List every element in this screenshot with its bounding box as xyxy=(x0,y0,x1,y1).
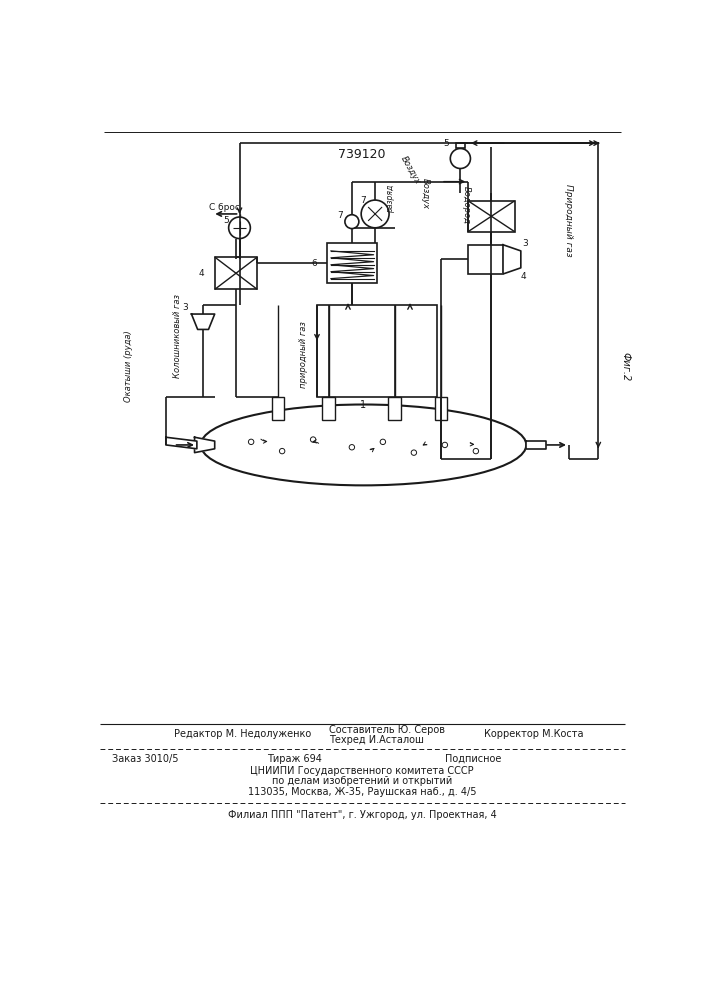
Bar xyxy=(215,257,257,289)
Bar xyxy=(435,397,448,420)
Circle shape xyxy=(380,439,385,445)
Text: Природный газ: Природный газ xyxy=(564,184,573,256)
Text: 3: 3 xyxy=(182,303,187,312)
Text: Заказ 3010/5: Заказ 3010/5 xyxy=(112,754,178,764)
Text: Окатыши (руда): Окатыши (руда) xyxy=(124,331,133,402)
Text: Воздух: Воздух xyxy=(421,178,430,209)
Text: Фиг.2: Фиг.2 xyxy=(621,352,631,381)
Text: Корректор М.Коста: Корректор М.Коста xyxy=(484,729,583,739)
Text: Водород: Водород xyxy=(462,186,471,224)
Polygon shape xyxy=(503,245,521,274)
Text: С брос: С брос xyxy=(209,203,240,212)
Circle shape xyxy=(228,217,250,239)
Bar xyxy=(317,305,437,397)
Text: 7: 7 xyxy=(337,211,343,220)
Text: по делам изобретений и открытий: по делам изобретений и открытий xyxy=(271,776,452,786)
Polygon shape xyxy=(166,437,197,449)
Text: 5: 5 xyxy=(223,216,228,225)
Polygon shape xyxy=(194,437,215,453)
Circle shape xyxy=(361,200,389,228)
Text: Колошниковый газ: Колошниковый газ xyxy=(173,294,182,378)
Circle shape xyxy=(473,448,479,454)
Text: Воздух: Воздух xyxy=(398,154,421,186)
Bar xyxy=(388,397,401,420)
Polygon shape xyxy=(526,441,546,449)
Bar xyxy=(327,243,378,283)
Circle shape xyxy=(345,215,359,229)
Text: 739120: 739120 xyxy=(338,148,386,161)
Circle shape xyxy=(442,442,448,448)
Text: Филиал ППП "Патент", г. Ужгород, ул. Проектная, 4: Филиал ППП "Патент", г. Ужгород, ул. Про… xyxy=(228,810,496,820)
Text: 7: 7 xyxy=(360,196,366,205)
Text: 4: 4 xyxy=(521,272,527,281)
Bar xyxy=(468,245,503,274)
Ellipse shape xyxy=(201,405,526,485)
Text: 3: 3 xyxy=(522,239,528,248)
Bar xyxy=(456,143,465,148)
Text: 4: 4 xyxy=(199,269,204,278)
Text: Подписное: Подписное xyxy=(445,754,501,764)
Circle shape xyxy=(279,448,285,454)
Circle shape xyxy=(310,437,316,442)
Text: 6: 6 xyxy=(311,259,317,268)
Circle shape xyxy=(248,439,254,445)
Text: 5: 5 xyxy=(444,139,450,148)
Circle shape xyxy=(450,148,470,169)
Bar xyxy=(322,397,335,420)
Circle shape xyxy=(411,450,416,455)
Text: 113035, Москва, Ж-35, Раушская наб., д. 4/5: 113035, Москва, Ж-35, Раушская наб., д. … xyxy=(247,787,477,797)
Text: разряд: разряд xyxy=(386,184,395,213)
Bar xyxy=(272,397,284,420)
Text: природный газ: природный газ xyxy=(299,321,308,388)
Text: 1: 1 xyxy=(361,400,366,410)
Polygon shape xyxy=(192,314,215,329)
Circle shape xyxy=(349,445,355,450)
Text: Редактор М. Недолуженко: Редактор М. Недолуженко xyxy=(174,729,311,739)
Text: Тираж 694: Тираж 694 xyxy=(267,754,322,764)
Bar xyxy=(468,201,515,232)
Text: ЦНИИПИ Государственного комитета СССР: ЦНИИПИ Государственного комитета СССР xyxy=(250,766,474,776)
Text: Составитель Ю. Серов: Составитель Ю. Серов xyxy=(329,725,445,735)
Text: Техред И.Асталош: Техред И.Асталош xyxy=(329,735,423,745)
